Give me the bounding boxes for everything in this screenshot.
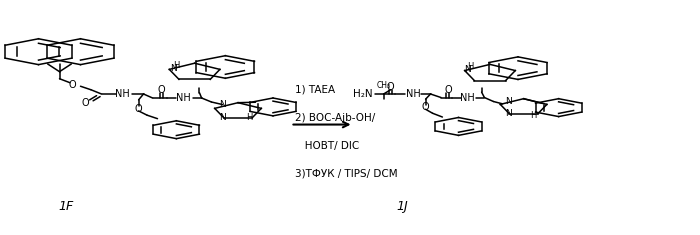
Text: N: N (464, 65, 471, 74)
Text: O: O (387, 82, 394, 92)
Text: 1J: 1J (397, 200, 408, 213)
Text: NH: NH (460, 93, 475, 102)
Text: O: O (422, 102, 429, 112)
Text: NH: NH (115, 89, 130, 99)
Text: N: N (219, 100, 226, 109)
Text: O: O (69, 80, 76, 90)
Text: O: O (158, 86, 164, 95)
Text: H: H (246, 114, 253, 122)
Text: HOBТ/ DIC: HOBТ/ DIC (295, 141, 360, 151)
Text: O: O (82, 98, 89, 108)
Text: CH₃: CH₃ (377, 81, 391, 90)
Text: N: N (219, 114, 226, 122)
Text: NH: NH (176, 93, 191, 103)
Text: H₂N: H₂N (353, 89, 372, 99)
Text: N: N (505, 97, 512, 106)
Text: 1F: 1F (59, 200, 74, 213)
Text: 3)ТФУК / TIPS/ DCM: 3)ТФУК / TIPS/ DCM (295, 169, 398, 179)
Text: H: H (173, 61, 180, 70)
Text: O: O (135, 104, 142, 114)
Text: H: H (530, 111, 537, 120)
Text: NH: NH (405, 89, 421, 99)
Text: H: H (467, 63, 474, 71)
Text: 1) TAEA: 1) TAEA (295, 84, 335, 94)
Text: N: N (505, 109, 512, 118)
Text: N: N (170, 64, 177, 73)
Text: O: O (444, 86, 452, 95)
Text: 2) BOC-Aib-OH/: 2) BOC-Aib-OH/ (295, 113, 376, 122)
